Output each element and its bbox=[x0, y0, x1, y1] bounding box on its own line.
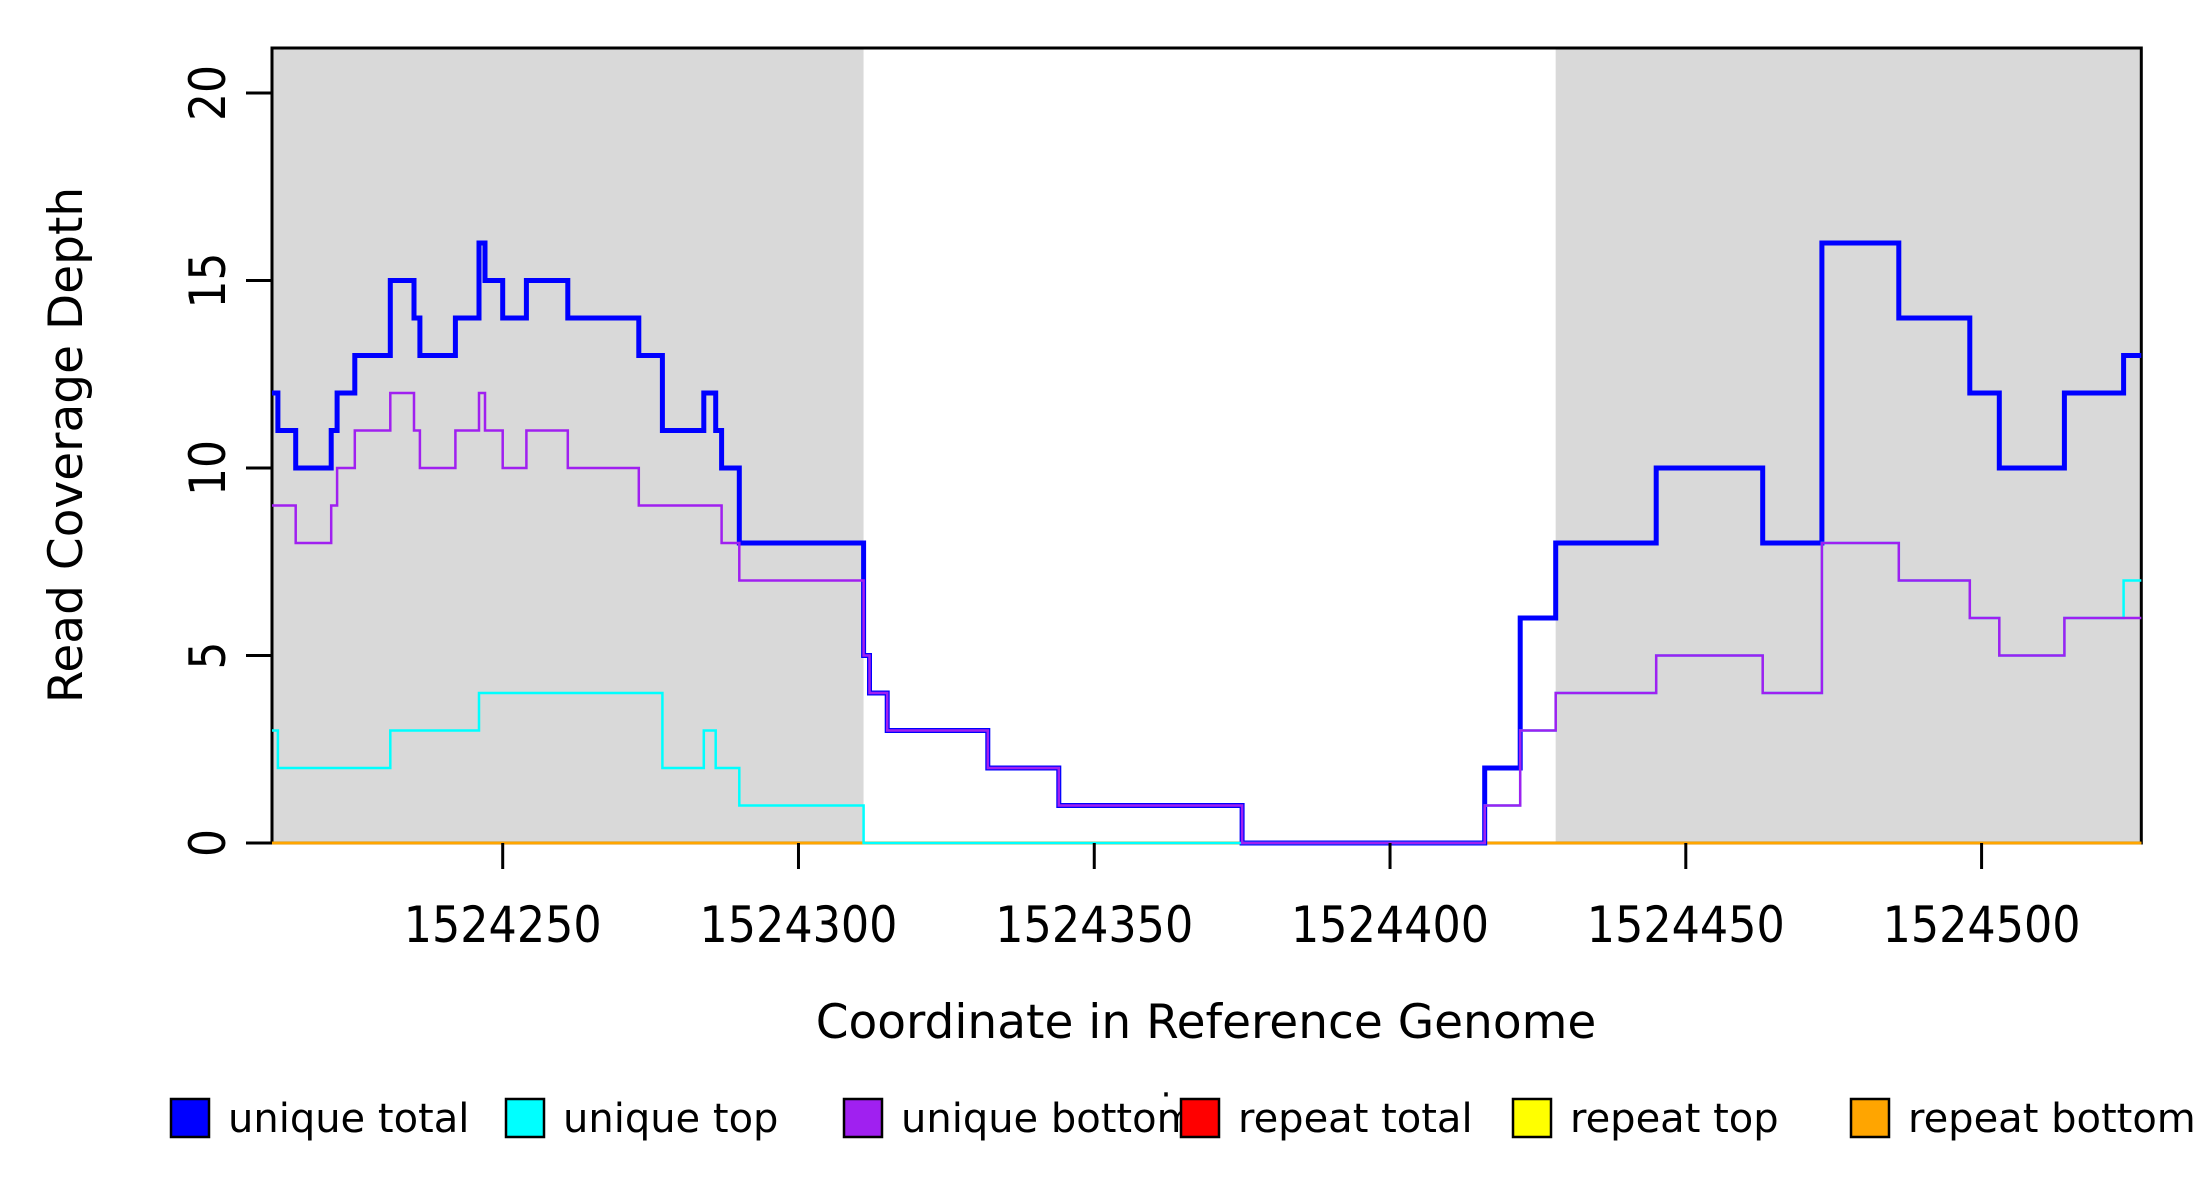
x-tick-label: 1524250 bbox=[404, 896, 602, 954]
legend-label: repeat bottom bbox=[1908, 1096, 2196, 1142]
series-layer bbox=[272, 240, 2142, 846]
legend-label: repeat total bbox=[1238, 1096, 1473, 1142]
y-tick-label: 10 bbox=[179, 440, 237, 496]
x-tick-label: 1524350 bbox=[995, 896, 1193, 954]
legend-swatch-unique-total bbox=[169, 1097, 211, 1139]
legend-swatch-unique-bottom bbox=[842, 1097, 884, 1139]
legend-label: unique top bbox=[563, 1096, 778, 1142]
axes-layer: 1524250 1524300 1524350 1524400 1524450 15245… bbox=[179, 65, 2081, 954]
x-tick-label: 1524500 bbox=[1883, 896, 2081, 954]
stray-dot-mark: · bbox=[1161, 1075, 1172, 1115]
legend-swatch-repeat-top bbox=[1511, 1097, 1553, 1139]
x-axis-title: Coordinate in Reference Genome bbox=[816, 995, 1597, 1050]
legend-item-repeat-total: repeat total bbox=[1179, 1096, 1473, 1142]
legend-item-repeat-top: repeat top bbox=[1511, 1096, 1779, 1142]
right-gray-region bbox=[1555, 48, 2142, 843]
legend: unique total unique top unique bottom repea… bbox=[169, 1075, 2196, 1142]
legend-label: repeat top bbox=[1570, 1096, 1779, 1142]
x-tick-label: 1524450 bbox=[1587, 896, 1785, 954]
legend-swatch-unique-top bbox=[504, 1097, 546, 1139]
y-axis-title: Read Coverage Depth bbox=[39, 187, 94, 703]
x-tick-label: 1524300 bbox=[699, 896, 897, 954]
y-tick-label: 20 bbox=[179, 65, 237, 121]
y-tick-label: 0 bbox=[179, 829, 237, 857]
legend-swatch-repeat-bottom bbox=[1849, 1097, 1891, 1139]
y-tick-label: 5 bbox=[179, 642, 237, 670]
legend-swatch-repeat-total bbox=[1179, 1097, 1221, 1139]
legend-label: unique total bbox=[228, 1096, 469, 1142]
legend-label: unique bottom bbox=[901, 1096, 1196, 1142]
legend-item-unique-bottom: unique bottom bbox=[842, 1096, 1196, 1142]
series-line-unique-bottom bbox=[272, 391, 2142, 845]
legend-item-repeat-bottom: repeat bottom bbox=[1849, 1096, 2196, 1142]
x-tick-label: 1524400 bbox=[1291, 896, 1489, 954]
y-tick-label: 15 bbox=[179, 253, 237, 309]
series-line-unique-total bbox=[272, 240, 2142, 846]
legend-item-unique-top: unique top bbox=[504, 1096, 778, 1142]
shaded-regions-layer bbox=[272, 48, 2142, 843]
legend-item-unique-total: unique total bbox=[169, 1096, 469, 1142]
